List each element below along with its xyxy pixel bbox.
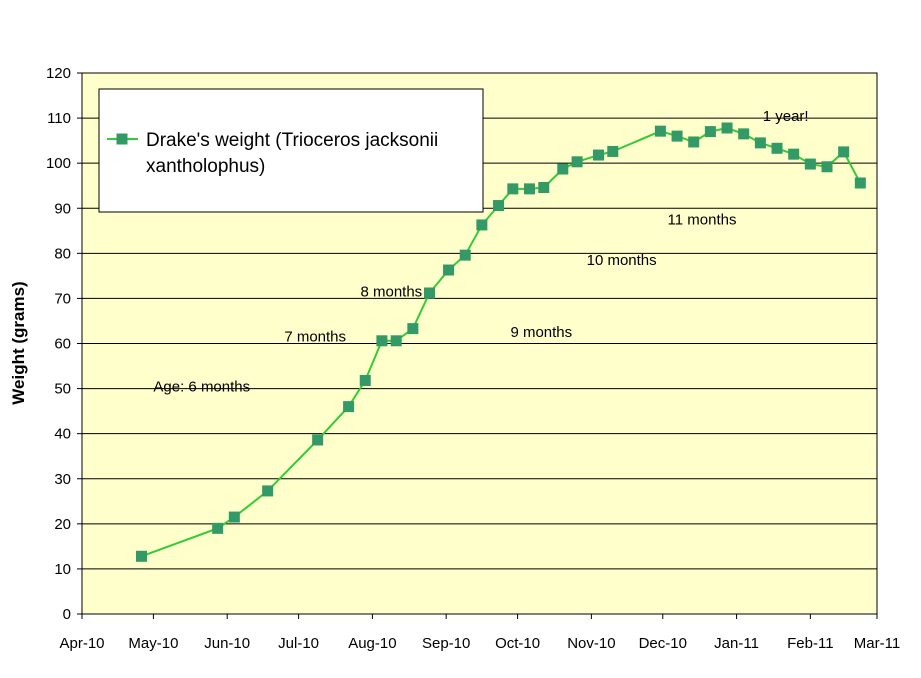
x-tick-label: May-10	[128, 635, 178, 652]
data-point-marker	[593, 149, 605, 161]
y-tick-label: 110	[47, 110, 71, 127]
data-point-marker	[738, 128, 750, 140]
data-point-marker	[212, 522, 224, 534]
data-point-marker	[424, 287, 436, 299]
legend-box	[98, 88, 484, 213]
age-annotation: 9 months	[510, 324, 572, 341]
data-point-marker	[771, 142, 783, 154]
data-point-marker	[407, 323, 419, 335]
data-point-marker	[571, 156, 583, 168]
data-point-marker	[262, 485, 274, 497]
data-point-marker	[838, 146, 850, 158]
x-tick-label: Jun-10	[204, 635, 250, 652]
y-tick-label: 20	[54, 516, 71, 533]
age-annotations: Age: 6 months 7 months 8 months 9 months 10 …	[153, 108, 809, 395]
age-annotation: Age: 6 months	[153, 378, 250, 395]
data-point-marker	[228, 511, 240, 523]
data-point-marker	[390, 335, 402, 347]
legend-label-line: xantholophus)	[146, 156, 265, 177]
y-tick-label: 70	[54, 290, 71, 307]
y-axis-label: Weight (grams)	[9, 281, 28, 404]
y-tick-label: 30	[54, 471, 71, 488]
data-point-marker	[754, 137, 766, 149]
series-layer	[136, 122, 866, 562]
x-tick-label: Sep-10	[422, 635, 470, 652]
legend-marker-swatch	[116, 133, 128, 145]
data-point-marker	[788, 148, 800, 160]
y-tick-label: 10	[54, 561, 71, 578]
y-tick-label: 50	[54, 381, 71, 398]
legend: Drake's weight (Trioceros jacksonii xanth…	[98, 88, 484, 213]
x-tick-label: Apr-10	[59, 635, 104, 652]
data-point-marker	[136, 550, 148, 562]
x-tick-label: Feb-11	[787, 635, 833, 652]
x-tick-label: Oct-10	[495, 635, 540, 652]
y-tick-label: 100	[46, 155, 71, 172]
data-point-marker	[443, 264, 455, 276]
data-point-marker	[557, 163, 569, 175]
x-tick-label: Jul-10	[278, 635, 319, 652]
age-annotation: 11 months	[668, 212, 737, 229]
data-point-marker	[493, 200, 505, 212]
data-point-marker	[671, 130, 683, 142]
x-tick-label: Mar-11	[854, 635, 900, 652]
y-axis-ticks: 0 10 20 30 40 50 60 70 80 90 100 110 120	[46, 65, 82, 623]
legend-label-line: Drake's weight (Trioceros jacksonii	[146, 130, 438, 151]
x-tick-label: Dec-10	[639, 635, 687, 652]
y-tick-label: 120	[46, 65, 71, 82]
data-point-marker	[538, 182, 550, 194]
data-point-marker	[523, 183, 535, 195]
data-point-marker	[312, 434, 324, 446]
y-tick-label: 60	[54, 336, 71, 353]
data-point-marker	[688, 136, 700, 148]
data-point-marker	[376, 335, 388, 347]
age-annotation: 8 months	[360, 284, 422, 301]
x-tick-label: Nov-10	[567, 635, 615, 652]
age-annotation: 1 year!	[763, 108, 809, 125]
data-point-marker	[854, 177, 866, 189]
age-annotation: 7 months	[284, 329, 346, 346]
data-point-marker	[821, 161, 833, 173]
x-tick-label: Jan-11	[714, 635, 759, 652]
data-point-marker	[343, 401, 355, 413]
y-tick-label: 0	[63, 606, 71, 623]
data-point-marker	[476, 219, 488, 231]
data-point-marker	[721, 122, 733, 134]
y-tick-label: 80	[54, 245, 71, 262]
age-annotation: 10 months	[587, 252, 657, 269]
y-tick-label: 40	[54, 426, 71, 443]
y-tick-label: 90	[54, 200, 71, 217]
data-point-marker	[507, 183, 519, 195]
data-point-marker	[804, 158, 816, 170]
legend-series-label: Drake's weight (Trioceros jacksonii xanth…	[146, 130, 438, 177]
data-point-marker	[654, 125, 666, 137]
plot-border	[81, 72, 878, 615]
x-tick-label: Aug-10	[348, 635, 396, 652]
x-axis-ticks: Apr-10 May-10 Jun-10 Jul-10 Aug-10 Sep-10 Oct-…	[59, 614, 900, 652]
data-point-marker	[359, 374, 371, 386]
data-point-marker	[704, 126, 716, 138]
data-point-marker	[607, 145, 619, 157]
data-point-marker	[459, 249, 471, 261]
